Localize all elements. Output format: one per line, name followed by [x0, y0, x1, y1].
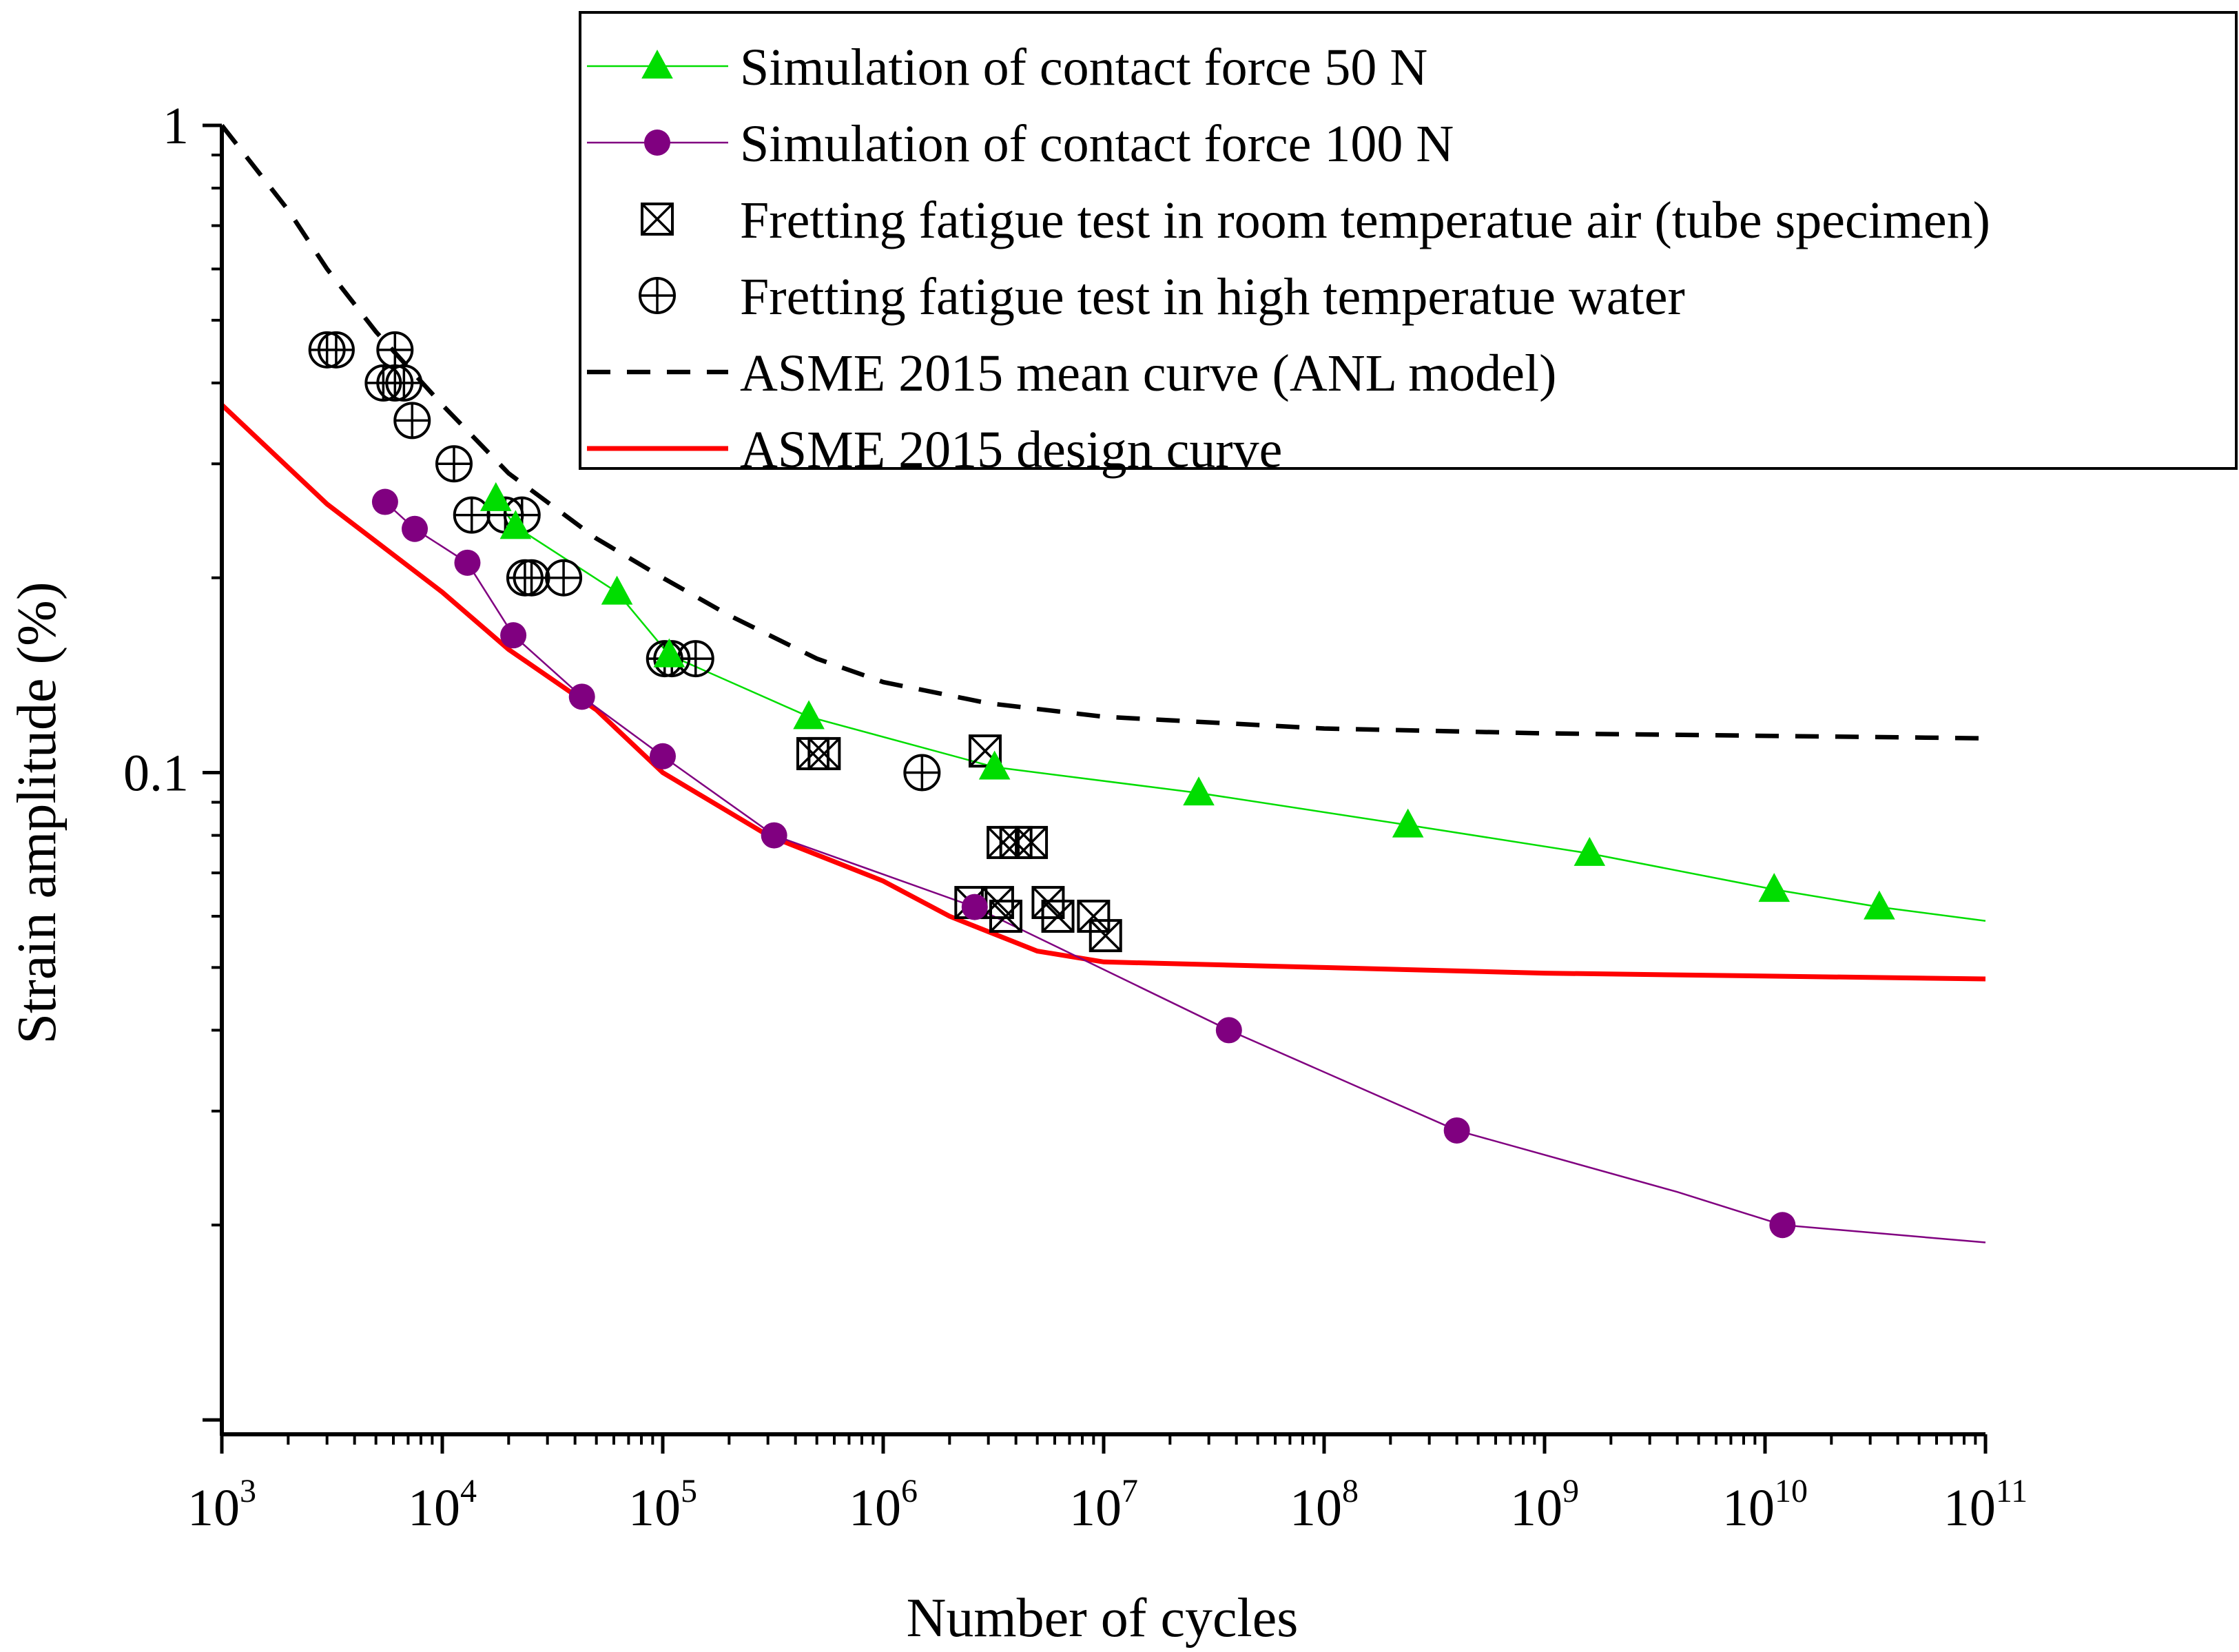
series-3-point-16 — [677, 640, 714, 678]
series-0-point-4 — [793, 700, 825, 730]
x-tick-label: 108 — [1290, 1473, 1359, 1537]
series-line-0 — [495, 498, 1986, 922]
series-1-point-6 — [761, 822, 787, 849]
y-axis-title: Strain amplitude (%) — [7, 582, 68, 1044]
series-3-point-8 — [453, 496, 491, 534]
series-0-point-6 — [1183, 776, 1215, 806]
x-tick-label: 109 — [1510, 1473, 1579, 1537]
series-1-point-7 — [961, 894, 988, 920]
series-3-point-13 — [545, 559, 583, 597]
legend-entry-3: Fretting fatigue test in high temperatue… — [639, 268, 1685, 326]
legend-entry-5: ASME 2015 design curve — [587, 421, 1282, 479]
series-3-point-7 — [435, 445, 473, 483]
series-1-point-10 — [1769, 1212, 1796, 1239]
series-1-point-5 — [650, 743, 676, 770]
series-2-point-8 — [1031, 886, 1065, 920]
legend-label: Simulation of contact force 50 N — [740, 39, 1427, 96]
series-line-5 — [220, 403, 1986, 982]
legend-label: Simulation of contact force 100 N — [740, 115, 1454, 173]
legend-box — [579, 11, 2238, 470]
legend-entry-0: Simulation of contact force 50 N — [587, 39, 1427, 96]
legend-marker — [639, 277, 676, 314]
series-1-point-8 — [1215, 1017, 1242, 1044]
legend-marker — [641, 203, 674, 236]
series-3-point-17 — [903, 754, 941, 792]
series-1-point-0 — [371, 488, 398, 515]
legend-label: ASME 2015 mean curve (ANL model) — [740, 344, 1556, 402]
axes-layer: 103 104 105 106 107 108 109 1010 1011 1 0.1 — [123, 97, 2028, 1537]
series-0-point-5 — [978, 750, 1011, 780]
series-3-point-5 — [385, 364, 423, 402]
series-line-4 — [220, 123, 1986, 741]
x-tick-label: 103 — [187, 1473, 256, 1537]
series-1-point-4 — [568, 683, 595, 710]
series-layer — [220, 123, 1986, 1243]
series-0-point-2 — [601, 575, 633, 605]
series-0-point-3 — [653, 638, 685, 668]
series-0-point-7 — [1392, 808, 1424, 838]
series-0-point-8 — [1574, 836, 1606, 866]
series-3-point-1 — [317, 331, 355, 369]
series-3-point-6 — [393, 402, 431, 440]
legend-entry-1: Simulation of contact force 100 N — [587, 115, 1454, 173]
series-2-point-10 — [1041, 899, 1075, 933]
series-0-point-10 — [1864, 890, 1895, 920]
legend: Simulation of contact force 50 N Simulati… — [579, 11, 2238, 479]
legend-label: Fretting fatigue test in room temperatue… — [740, 192, 1990, 249]
series-1-point-1 — [402, 515, 429, 542]
x-tick-label: 1010 — [1722, 1473, 1808, 1537]
series-0-point-9 — [1758, 873, 1791, 902]
x-axis-title: Number of cycles — [907, 1588, 1299, 1649]
series-2-point-12 — [1088, 919, 1122, 953]
y-tick-label: 1 — [163, 97, 189, 155]
x-tick-label: 107 — [1069, 1473, 1138, 1537]
series-2-point-5 — [1015, 825, 1049, 859]
series-1-point-3 — [500, 622, 527, 649]
series-0-point-1 — [499, 510, 532, 539]
x-tick-label: 105 — [628, 1473, 697, 1537]
series-1-point-2 — [454, 549, 481, 576]
series-3-point-12 — [513, 559, 550, 597]
y-tick-label: 0.1 — [123, 745, 189, 803]
legend-label: Fretting fatigue test in high temperatue… — [740, 268, 1685, 326]
series-0-point-0 — [479, 482, 512, 511]
legend-marker — [641, 50, 673, 79]
x-tick-label: 104 — [408, 1473, 477, 1537]
x-tick-label: 1011 — [1943, 1473, 2028, 1537]
series-1-point-9 — [1443, 1117, 1470, 1144]
series-2-point-11 — [1077, 899, 1111, 933]
series-2-point-9 — [989, 899, 1023, 933]
legend-label: ASME 2015 design curve — [740, 421, 1282, 479]
series-3-point-2 — [376, 331, 414, 369]
x-tick-label: 106 — [849, 1473, 918, 1537]
legend-marker — [644, 130, 670, 156]
series-2-point-2 — [807, 736, 841, 770]
legend-entry-2: Fretting fatigue test in room temperatue… — [641, 192, 1990, 249]
legend-entry-4: ASME 2015 mean curve (ANL model) — [587, 344, 1556, 402]
